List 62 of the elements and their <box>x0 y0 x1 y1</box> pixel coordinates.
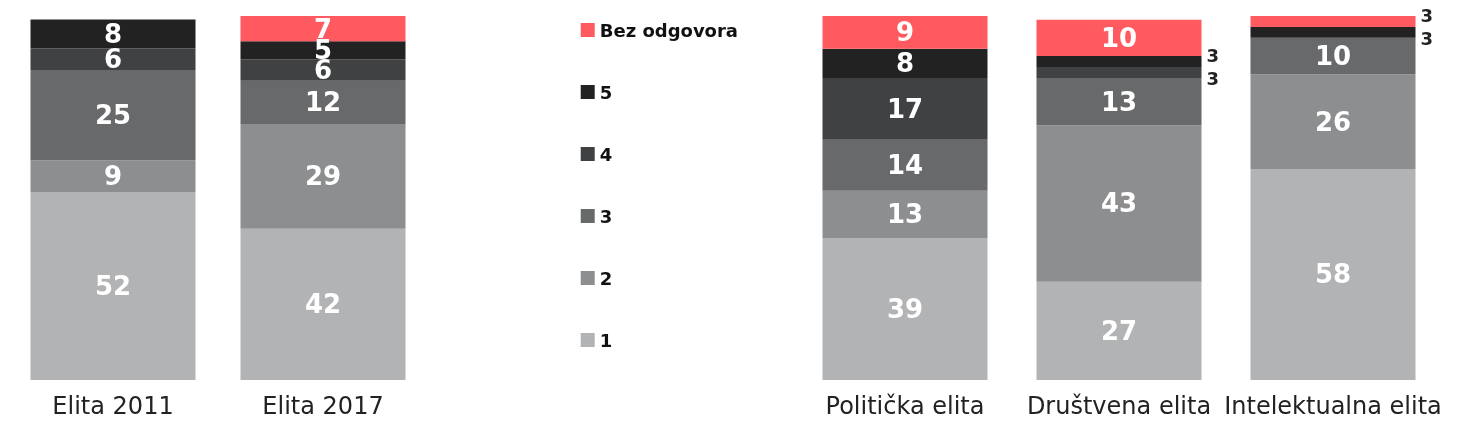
bar <box>1036 19 1202 57</box>
bar <box>30 48 196 71</box>
legend-label: 5 <box>599 81 613 103</box>
data-label: 10 <box>1314 41 1352 72</box>
data-label: 17 <box>886 93 924 124</box>
bar <box>822 77 988 140</box>
data-label: 58 <box>1314 259 1352 290</box>
data-label: 43 <box>1100 188 1138 219</box>
bar <box>1250 16 1416 27</box>
legend-label: Bez odgovora <box>599 19 738 41</box>
data-label: 42 <box>304 289 342 320</box>
bar <box>240 80 406 125</box>
bar <box>822 190 988 239</box>
data-label: 8 <box>895 48 915 79</box>
bar <box>240 124 406 229</box>
bar <box>822 48 988 78</box>
bar <box>240 41 406 60</box>
data-label: 10 <box>1100 22 1138 53</box>
data-label: 14 <box>886 150 924 181</box>
data-label: 9 <box>895 17 915 48</box>
data-label: 25 <box>94 100 132 131</box>
data-label: 3 <box>1420 4 1434 26</box>
legend-label: 4 <box>599 143 613 165</box>
data-label: 6 <box>103 44 123 75</box>
x-tick-label: Elita 2017 <box>262 392 384 420</box>
bar <box>1250 26 1416 38</box>
data-label: 13 <box>886 199 924 230</box>
x-tick-label: Politička elita <box>825 392 985 420</box>
bar <box>30 160 196 193</box>
data-label: 3 <box>1206 45 1220 66</box>
bar <box>30 192 196 380</box>
bar <box>822 139 988 191</box>
bar <box>1250 37 1416 75</box>
bar <box>1250 168 1416 380</box>
data-label: 3 <box>1420 27 1434 49</box>
x-tick-label: Društvena elita <box>1026 392 1212 420</box>
legend-label: 3 <box>599 205 613 227</box>
data-label: 13 <box>1100 86 1138 117</box>
bar <box>30 19 196 49</box>
bar <box>1036 56 1202 67</box>
data-label: 9 <box>103 161 123 192</box>
legend-label: 1 <box>599 329 613 351</box>
bar <box>240 59 406 81</box>
data-label: 3 <box>1206 67 1220 89</box>
data-label: 26 <box>1314 106 1352 137</box>
data-label: 27 <box>1100 315 1138 346</box>
bar <box>240 228 406 380</box>
data-label: 29 <box>304 161 342 192</box>
x-tick-label: Elita 2011 <box>52 392 174 420</box>
data-label: 12 <box>304 87 342 118</box>
bar <box>822 238 988 380</box>
bar <box>1036 281 1202 380</box>
data-label: 39 <box>886 294 924 325</box>
legend-label: 2 <box>599 267 613 289</box>
bar <box>1036 125 1202 282</box>
data-label: 52 <box>94 271 132 302</box>
bar <box>1250 74 1416 169</box>
x-tick-label: Intelektualna elita <box>1224 392 1442 420</box>
bar <box>30 70 196 161</box>
bar <box>822 16 988 49</box>
bar <box>1036 77 1202 126</box>
bar <box>1036 66 1202 78</box>
